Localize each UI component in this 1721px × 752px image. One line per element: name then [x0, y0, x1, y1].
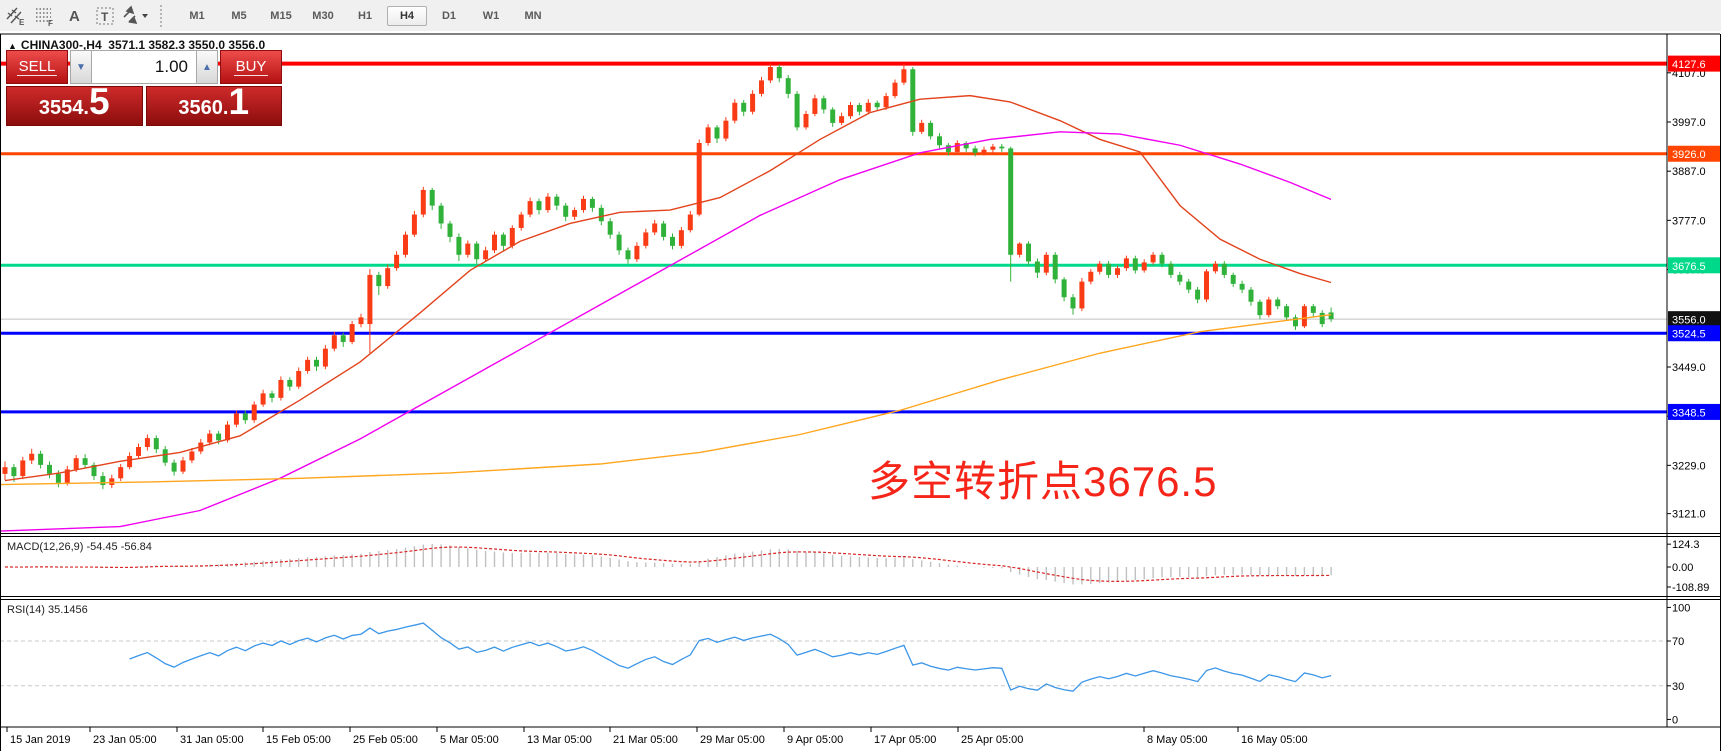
- timeframe-button-w1[interactable]: W1: [482, 9, 500, 22]
- time-axis-label: 25 Apr 05:00: [961, 734, 1023, 746]
- macd-signal-line: [4, 546, 1332, 582]
- symbol-header: ▲ CHINA300-,H4 3571.1 3582.3 3550.0 3556.…: [8, 38, 265, 52]
- support-line-3524-badge: [1668, 325, 1721, 342]
- price-axis-label: 3121.0: [1672, 509, 1706, 521]
- rsi-axis-label: 100: [1672, 602, 1690, 614]
- timeframe-button-d1[interactable]: D1: [441, 9, 457, 22]
- macd-indicator: [4, 543, 1332, 585]
- svg-text:3676.5: 3676.5: [1672, 261, 1706, 273]
- time-axis-label: 15 Jan 2019: [10, 734, 71, 746]
- volume-input[interactable]: 1.00: [92, 50, 196, 84]
- text-label-icon[interactable]: T: [90, 3, 120, 29]
- svg-text:3348.5: 3348.5: [1672, 407, 1706, 419]
- svg-text:T: T: [101, 10, 109, 24]
- symbol-name: CHINA300-,H4: [20, 38, 102, 52]
- svg-text:4127.6: 4127.6: [1672, 59, 1706, 71]
- fibonacci-retracement-icon[interactable]: F: [30, 3, 60, 29]
- time-axis-label: 23 Jan 05:00: [93, 734, 157, 746]
- timeframe-button-h1[interactable]: H1: [357, 9, 373, 22]
- time-axis-label: 25 Feb 05:00: [353, 734, 418, 746]
- candlestick-series: [2, 63, 1334, 490]
- time-axis-label: 17 Apr 05:00: [874, 734, 936, 746]
- rsi-axis-label: 70: [1672, 636, 1684, 648]
- time-axis-label: 5 Mar 05:00: [440, 734, 499, 746]
- rsi-axis-label: 30: [1672, 681, 1684, 693]
- price-axis-label: 3887.0: [1672, 166, 1706, 178]
- price-axis-label: 3997.0: [1672, 117, 1706, 129]
- macd-axis-label: -108.89: [1672, 582, 1709, 594]
- support-line-3348-badge: [1668, 403, 1721, 420]
- text-tool-icon[interactable]: A: [60, 3, 90, 29]
- arrows-dropdown-icon[interactable]: [120, 3, 150, 29]
- symbol-ohlc: 3571.1 3582.3 3550.0 3556.0: [108, 38, 266, 52]
- sell-button[interactable]: SELL: [6, 50, 68, 84]
- toolbar-grip: [160, 4, 170, 27]
- timeframe-button-mn[interactable]: MN: [524, 9, 542, 22]
- timeframe-button-m1[interactable]: M1: [189, 9, 205, 22]
- price-axis-label: 3229.0: [1672, 460, 1706, 472]
- time-axis-label: 21 Mar 05:00: [613, 734, 678, 746]
- sell-price-display[interactable]: 3554. 5: [6, 83, 143, 126]
- pivot-line-3676-badge: [1668, 257, 1721, 274]
- time-axis-label: 15 Feb 05:00: [266, 734, 331, 746]
- time-axis-label: 9 Apr 05:00: [787, 734, 843, 746]
- symbol-marker-icon: ▲: [8, 41, 17, 51]
- price-axis-label: 3449.0: [1672, 362, 1706, 374]
- timeframe-button-m15[interactable]: M15: [270, 9, 292, 22]
- macd-axis-label: 0.00: [1672, 562, 1693, 574]
- resistance-line-3926-badge: [1668, 145, 1721, 162]
- volume-increase-button[interactable]: ▲: [196, 50, 218, 84]
- equidistant-channel-icon[interactable]: E: [0, 3, 30, 29]
- time-axis-label: 16 May 05:00: [1241, 734, 1308, 746]
- svg-text:F: F: [48, 19, 53, 27]
- chart-text-annotation[interactable]: 多空转折点3676.5: [868, 458, 1218, 505]
- svg-text:A: A: [69, 8, 80, 25]
- svg-text:3556.0: 3556.0: [1672, 315, 1706, 327]
- timeframe-button-m30[interactable]: M30: [312, 9, 334, 22]
- one-click-trade-panel: SELL ▼ 1.00 ▲ BUY 3554. 5 3560. 1: [6, 50, 282, 126]
- buy-price-display[interactable]: 3560. 1: [145, 83, 282, 126]
- macd-header: MACD(12,26,9) -54.45 -56.84: [7, 541, 152, 553]
- price-axis-label: 3777.0: [1672, 215, 1706, 227]
- rsi-level-lines: [0, 640, 1667, 687]
- timeframe-button-h4[interactable]: H4: [387, 5, 427, 26]
- current-price-line-badge: [1668, 311, 1721, 328]
- time-axis-label: 29 Mar 05:00: [700, 734, 765, 746]
- resistance-line-4127-badge: [1668, 55, 1721, 72]
- svg-text:E: E: [19, 18, 25, 27]
- chart-frame: [0, 33, 1721, 751]
- rsi-axis-label: 0: [1672, 714, 1678, 726]
- svg-text:3524.5: 3524.5: [1672, 329, 1706, 341]
- volume-decrease-button[interactable]: ▼: [70, 50, 92, 84]
- ma-fast-line: [4, 94, 1332, 482]
- time-axis: 15 Jan 2019 23 Jan 05:00 31 Jan 05:00 15 Fe…: [6, 727, 1308, 746]
- buy-button[interactable]: BUY: [220, 50, 282, 84]
- svg-text:3926.0: 3926.0: [1672, 149, 1706, 161]
- price-axis-badges: 4127.6 3926.0 3676.5 3556.0 3524.5 3348.5: [1668, 55, 1721, 420]
- time-axis-label: 8 May 05:00: [1147, 734, 1208, 746]
- chart-toolbar: E F A T: [0, 0, 1721, 31]
- macd-axis-label: 124.3: [1672, 539, 1700, 551]
- ma-slow-line: [0, 313, 1332, 486]
- rsi-header: RSI(14) 35.1456: [7, 604, 88, 616]
- price-axis: 4107.03997.03887.03777.03667.03449.03339…: [1667, 68, 1709, 726]
- time-axis-label: 31 Jan 05:00: [180, 734, 244, 746]
- timeframe-button-m5[interactable]: M5: [231, 9, 247, 22]
- time-axis-label: 13 Mar 05:00: [527, 734, 592, 746]
- rsi-line: [129, 622, 1332, 692]
- timeframe-buttons: M1 M5 M15 M30 H1 H4 D1 W1 MN: [176, 5, 554, 26]
